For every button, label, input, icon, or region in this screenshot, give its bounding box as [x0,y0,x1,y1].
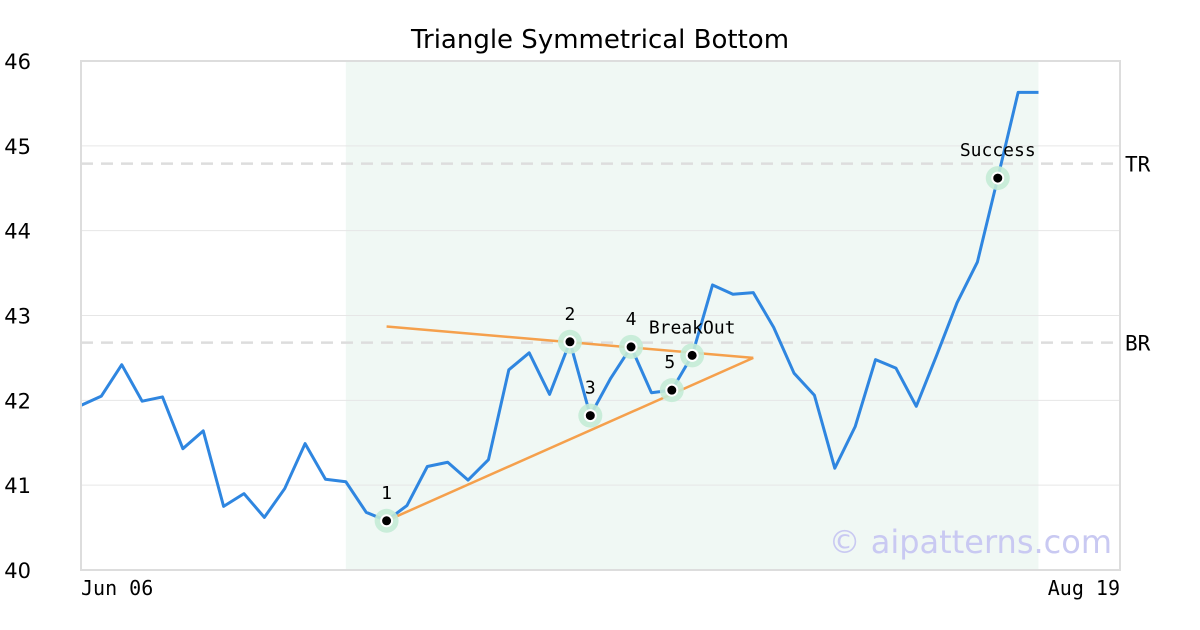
y-tick-label: 46 [4,50,31,74]
marker-dot-success [991,171,1005,185]
y-tick-label: 45 [4,135,31,159]
y-tick-label: 40 [4,559,31,583]
marker-dot-5 [665,383,679,397]
chart-title: Triangle Symmetrical Bottom [410,25,789,55]
x-tick-label-last: Aug 19 [1048,576,1120,600]
y-tick-label: 43 [4,305,31,329]
marker-label-3: 3 [585,378,596,399]
marker-dot-breakout [685,348,699,362]
y-tick-label: 42 [4,389,31,413]
marker-dot-1 [380,514,394,528]
plot-frame [80,60,1121,571]
price-line [80,90,1039,523]
plot-area: TRBR12345BreakOutSuccess40414243444546Ju… [4,50,1150,600]
trendline-lower [386,356,754,522]
y-tick-label: 41 [4,474,31,498]
watermark: © aipatterns.com [829,523,1112,561]
level-label-br: BR [1125,332,1151,356]
marker-label-2: 2 [565,304,576,325]
marker-dot-2 [563,335,577,349]
y-tick-label: 44 [4,220,31,244]
marker-label-breakout: BreakOut [649,317,736,338]
marker-label-4: 4 [626,309,637,330]
marker-label-success: Success [960,140,1036,161]
marker-label-1: 1 [381,483,392,504]
marker-dot-3 [583,409,597,423]
marker-dot-4 [624,340,638,354]
marker-label-5: 5 [664,352,675,373]
x-tick-label-first: Jun 06 [81,576,153,600]
level-label-tr: TR [1125,153,1151,177]
